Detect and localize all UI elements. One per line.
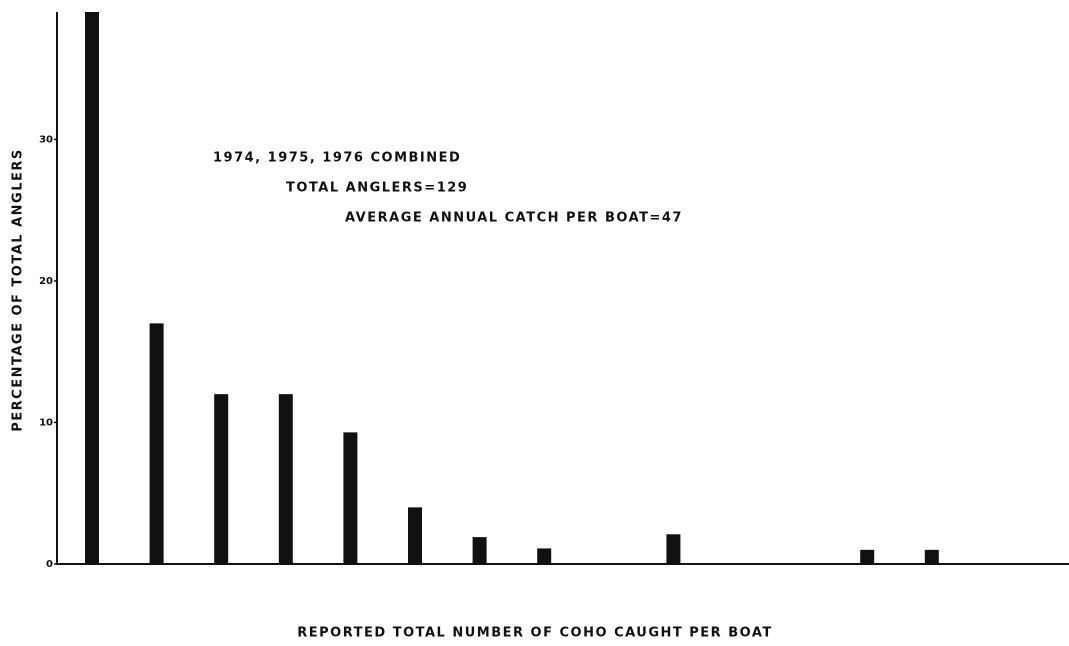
bar (408, 507, 422, 564)
y-tick-label: 0 (46, 559, 53, 570)
y-tick-label: 30 (39, 134, 53, 145)
bar (860, 549, 875, 564)
annotation: 1974, 1975, 1976 COMBINED (213, 151, 461, 166)
bar (214, 394, 229, 564)
annotation: AVERAGE ANNUAL CATCH PER BOAT=47 (345, 211, 683, 226)
bar (85, 12, 99, 564)
bar (149, 323, 164, 564)
bar (278, 394, 293, 564)
bar (924, 549, 939, 564)
y-axis-label: PERCENTAGE OF TOTAL ANGLERS (11, 148, 26, 431)
bar (343, 432, 358, 564)
y-tick-label: 20 (39, 276, 53, 287)
bar (666, 534, 681, 564)
bar (472, 537, 487, 564)
y-tick-label: 10 (39, 417, 53, 428)
annotation: TOTAL ANGLERS=129 (286, 181, 468, 196)
bar (537, 548, 552, 564)
x-axis-label: REPORTED TOTAL NUMBER OF COHO CAUGHT PER… (297, 626, 773, 641)
